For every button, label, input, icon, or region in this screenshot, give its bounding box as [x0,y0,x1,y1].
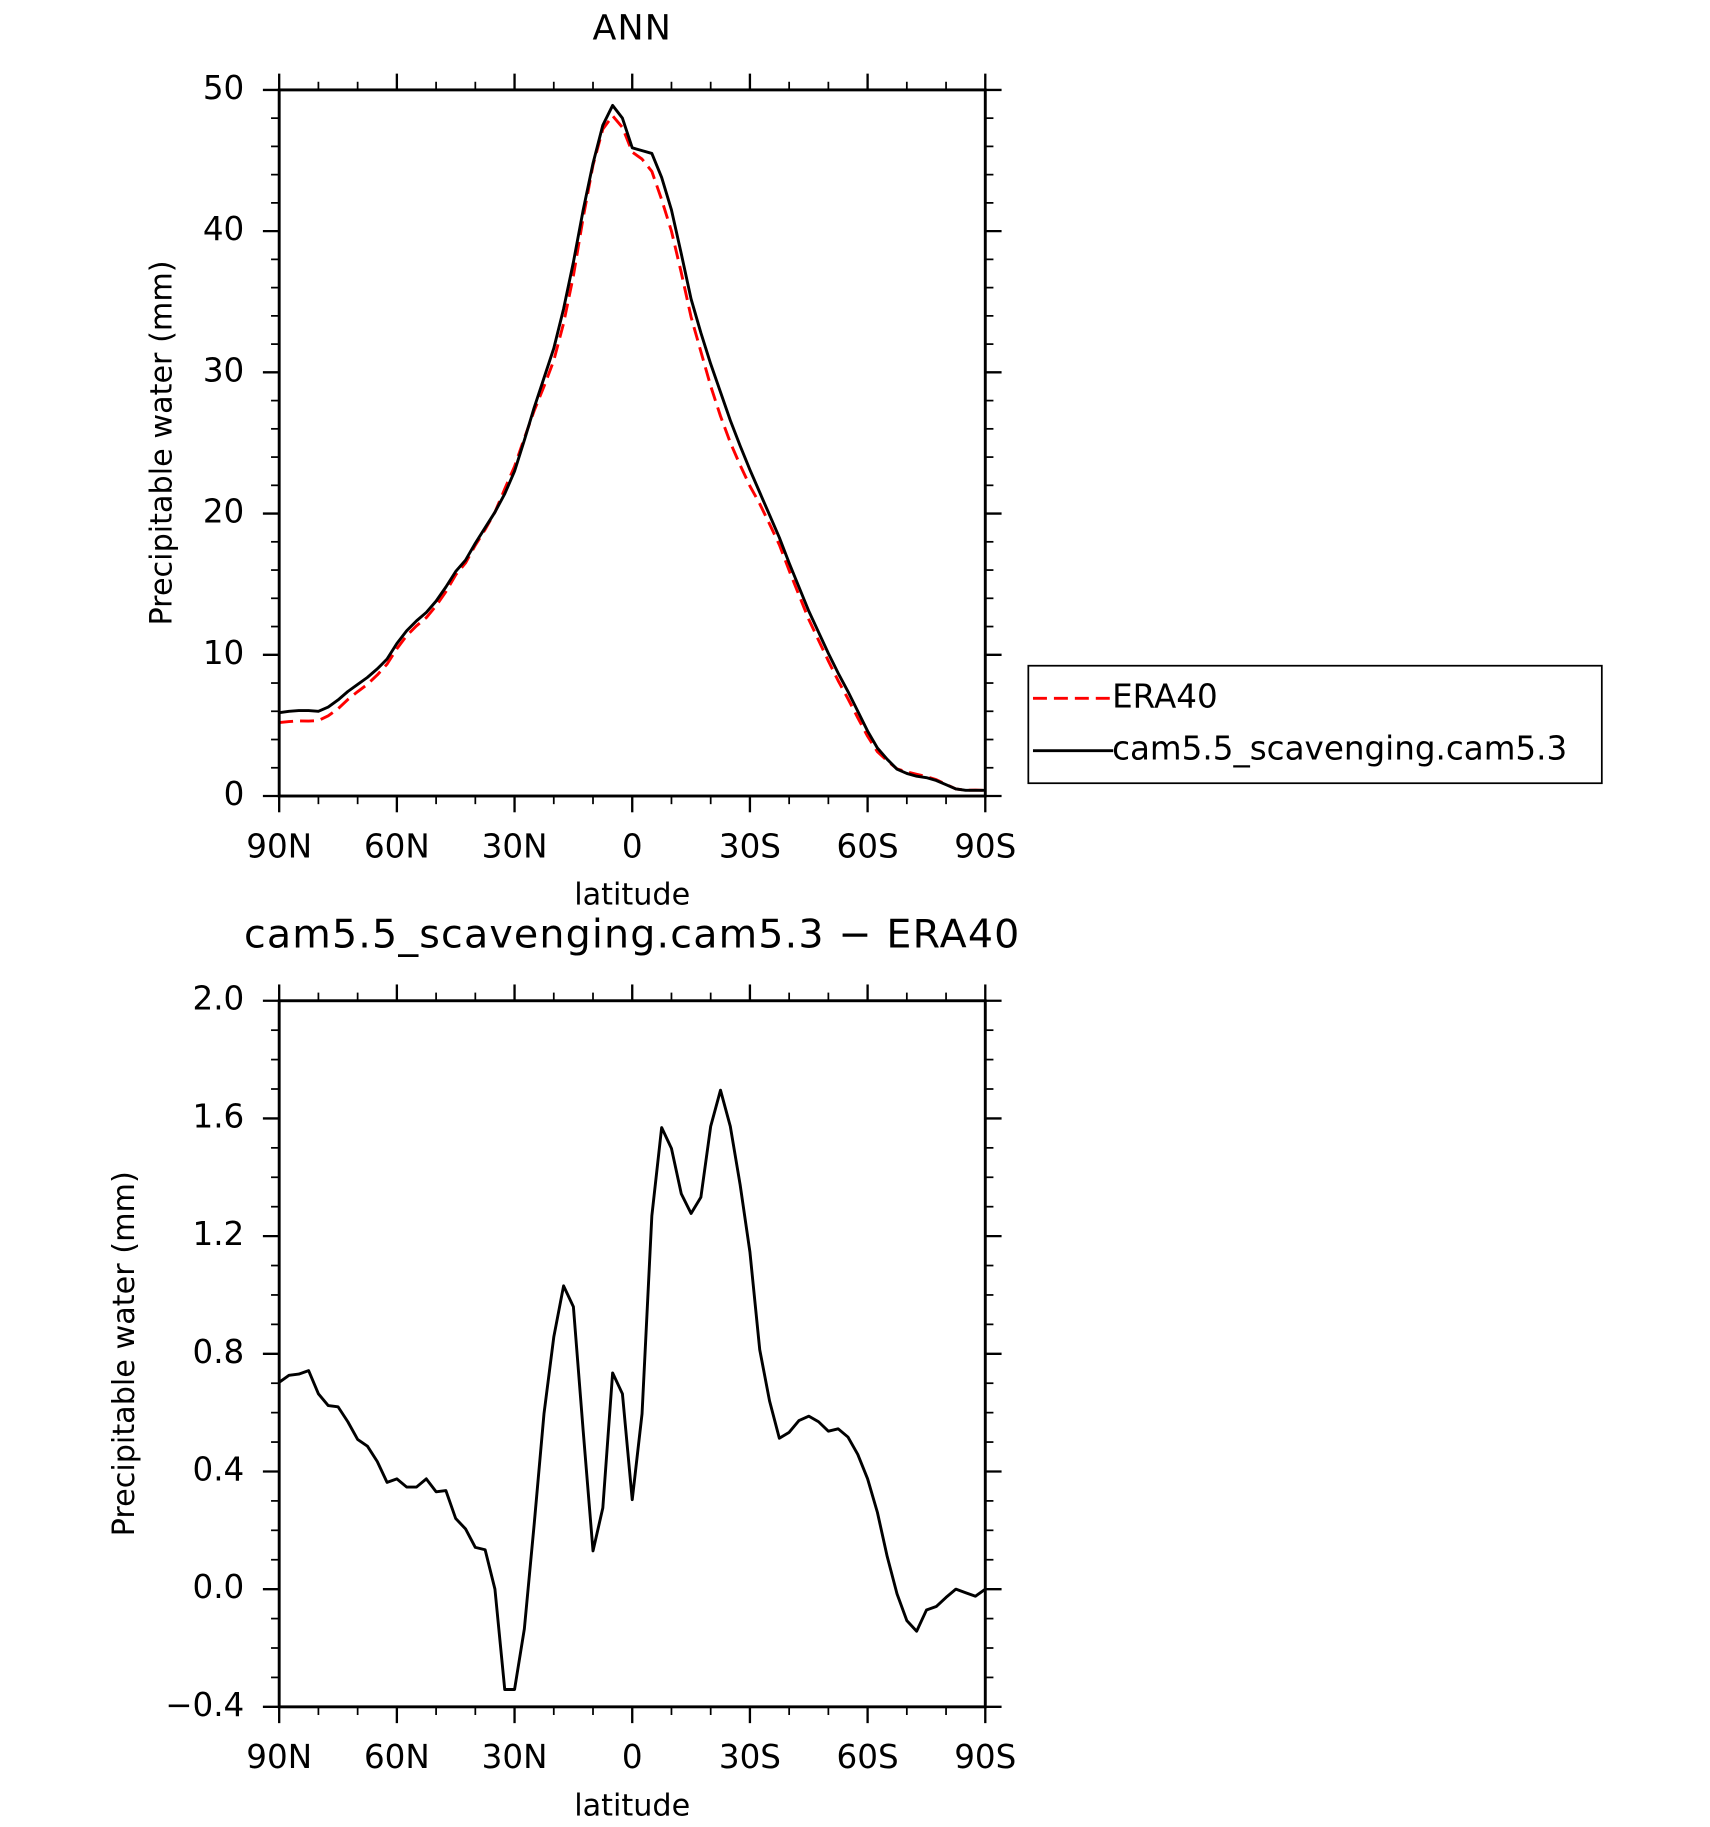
x-tick-label: 30S [719,1738,781,1776]
chart-title: ANN [592,8,672,48]
x-tick-label: 90N [246,1738,312,1776]
y-tick-label: 0 [224,775,245,813]
data-line [278,103,986,792]
x-tick-label: 30N [482,827,548,865]
x-tick-label: 60S [837,1738,899,1776]
x-tick-label: 0 [622,1738,643,1776]
y-tick-label: 50 [203,69,244,107]
legend-label: ERA40 [1112,677,1218,715]
y-axis-label: Precipitable water (mm) [144,260,179,625]
legend: ERA40 cam5.5_scavenging.cam5.3 [1027,664,1603,785]
data-line [278,1088,987,1691]
x-tick-label: 30N [482,1738,548,1776]
x-tick-label: 30S [719,827,781,865]
plot-frame [277,999,987,1709]
y-tick-label: −0.4 [165,1686,244,1724]
x-tick-label: 90S [954,827,1016,865]
x-tick-label: 0 [622,827,643,865]
x-axis-label: latitude [574,878,690,913]
y-tick-label: 0.4 [192,1450,244,1488]
y-tick-label: 30 [203,351,244,389]
legend-label: cam5.5_scavenging.cam5.3 [1112,730,1567,768]
plot-frame [277,88,987,798]
y-tick-label: 20 [203,493,244,531]
chart-title: cam5.5_scavenging.cam5.3 − ERA40 [244,911,1021,957]
y-tick-label: 10 [203,634,244,672]
y-tick-label: 40 [203,210,244,248]
x-tick-label: 60S [837,827,899,865]
x-tick-label: 90S [954,1738,1016,1776]
x-axis-label: latitude [574,1788,690,1823]
y-axis-label: Precipitable water (mm) [107,1171,142,1536]
x-tick-label: 60N [364,827,430,865]
y-tick-label: 2.0 [192,980,244,1018]
y-tick-label: 0.8 [192,1333,244,1371]
y-tick-label: 1.6 [192,1097,244,1135]
x-tick-label: 90N [246,827,312,865]
data-line [279,114,986,792]
y-tick-label: 1.2 [192,1215,244,1253]
y-tick-label: 0.0 [192,1568,244,1606]
legend-box [1027,664,1603,785]
x-tick-label: 60N [364,1738,430,1776]
